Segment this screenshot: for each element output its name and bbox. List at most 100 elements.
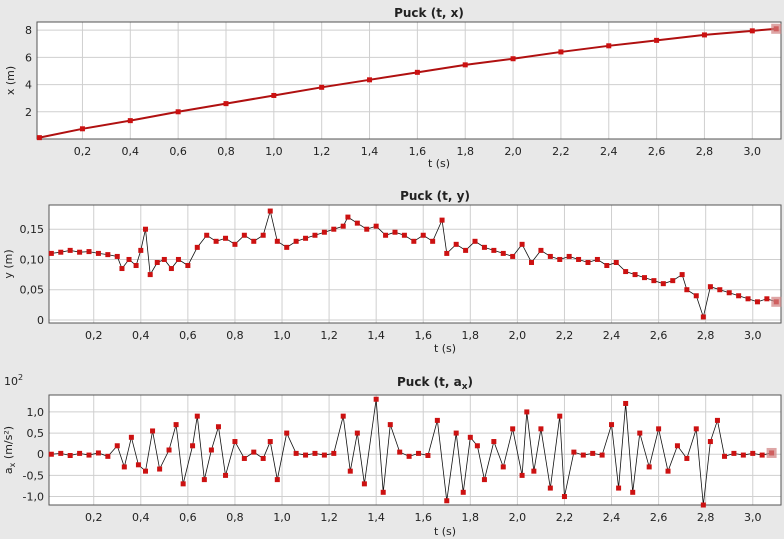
current-frame-marker[interactable] — [771, 24, 781, 34]
data-point — [319, 85, 324, 90]
data-point — [397, 450, 402, 455]
data-point — [242, 456, 247, 461]
data-point — [647, 464, 652, 469]
y-tick-label: 0 — [37, 448, 44, 461]
data-point — [595, 257, 600, 262]
data-point — [181, 481, 186, 486]
x-tick-label: 1,4 — [361, 145, 379, 158]
data-point — [190, 443, 195, 448]
x-tick-label: 3,0 — [744, 511, 762, 524]
data-point — [651, 278, 656, 283]
data-point — [167, 448, 172, 453]
data-point — [77, 250, 82, 255]
data-point — [670, 278, 675, 283]
data-point — [510, 254, 515, 259]
data-point — [322, 230, 327, 235]
data-point — [136, 462, 141, 467]
data-point — [195, 245, 200, 250]
x-tick-label: 1,6 — [409, 145, 427, 158]
data-point — [520, 242, 525, 247]
data-point — [155, 260, 160, 265]
x-tick-label: 0,4 — [122, 145, 140, 158]
data-point — [383, 233, 388, 238]
data-point — [701, 314, 706, 319]
data-point — [150, 428, 155, 433]
y-tick-label: 4 — [25, 79, 32, 92]
x-tick-label: 2,2 — [556, 511, 574, 524]
current-frame-marker[interactable] — [771, 297, 781, 307]
data-point — [362, 481, 367, 486]
data-point — [341, 224, 346, 229]
data-point — [348, 469, 353, 474]
data-point — [127, 257, 132, 262]
data-point — [557, 257, 562, 262]
data-point — [303, 236, 308, 241]
data-point — [715, 418, 720, 423]
x-tick-label: 2,4 — [603, 511, 621, 524]
data-point — [345, 215, 350, 220]
x-tick-label: 2,8 — [697, 511, 715, 524]
data-point — [468, 435, 473, 440]
data-point — [214, 239, 219, 244]
data-point — [284, 245, 289, 250]
y-exponent-label: 102 — [4, 373, 23, 388]
data-point — [115, 443, 120, 448]
data-point — [614, 260, 619, 265]
x-tick-label: 2,4 — [600, 145, 618, 158]
data-point — [425, 453, 430, 458]
data-point — [684, 456, 689, 461]
data-point — [430, 239, 435, 244]
x-tick-label: 2,6 — [648, 145, 666, 158]
x-tick-label: 1,0 — [265, 145, 283, 158]
data-point — [482, 477, 487, 482]
data-point — [750, 28, 755, 33]
data-point — [216, 424, 221, 429]
x-tick-label: 1,4 — [367, 329, 385, 342]
data-point — [223, 473, 228, 478]
x-tick-label: 0,2 — [85, 511, 103, 524]
data-point — [87, 453, 92, 458]
data-point — [80, 126, 85, 131]
data-point — [388, 422, 393, 427]
data-point — [463, 248, 468, 253]
x-tick-label: 0,8 — [226, 329, 244, 342]
data-point — [223, 101, 228, 106]
x-tick-label: 2,0 — [509, 329, 527, 342]
data-point — [421, 233, 426, 238]
x-tick-label: 2,4 — [603, 329, 621, 342]
data-point — [501, 464, 506, 469]
data-point — [303, 453, 308, 458]
y-tick-label: 2 — [25, 106, 32, 119]
data-point — [604, 263, 609, 268]
data-point — [463, 62, 468, 67]
data-point — [731, 451, 736, 456]
data-point — [590, 451, 595, 456]
data-point — [275, 239, 280, 244]
data-point — [355, 431, 360, 436]
data-point — [741, 453, 746, 458]
data-point — [374, 224, 379, 229]
data-point — [511, 56, 516, 61]
data-point — [473, 239, 478, 244]
data-point — [143, 469, 148, 474]
data-point — [58, 451, 63, 456]
x-tick-label: 0,8 — [217, 145, 235, 158]
data-point — [491, 439, 496, 444]
data-point — [680, 272, 685, 277]
data-point — [331, 451, 336, 456]
x-tick-label: 2,8 — [697, 329, 715, 342]
data-point — [242, 233, 247, 238]
data-point — [708, 439, 713, 444]
data-point — [600, 453, 605, 458]
data-point — [209, 448, 214, 453]
data-point — [444, 251, 449, 256]
data-point — [312, 233, 317, 238]
data-point — [416, 451, 421, 456]
y-axis-label: x (m) — [4, 66, 17, 95]
data-point — [520, 473, 525, 478]
x-tick-label: 1,0 — [273, 511, 291, 524]
data-point — [764, 296, 769, 301]
x-tick-label: 0,6 — [169, 145, 187, 158]
current-frame-marker[interactable] — [767, 448, 777, 458]
data-point — [538, 426, 543, 431]
